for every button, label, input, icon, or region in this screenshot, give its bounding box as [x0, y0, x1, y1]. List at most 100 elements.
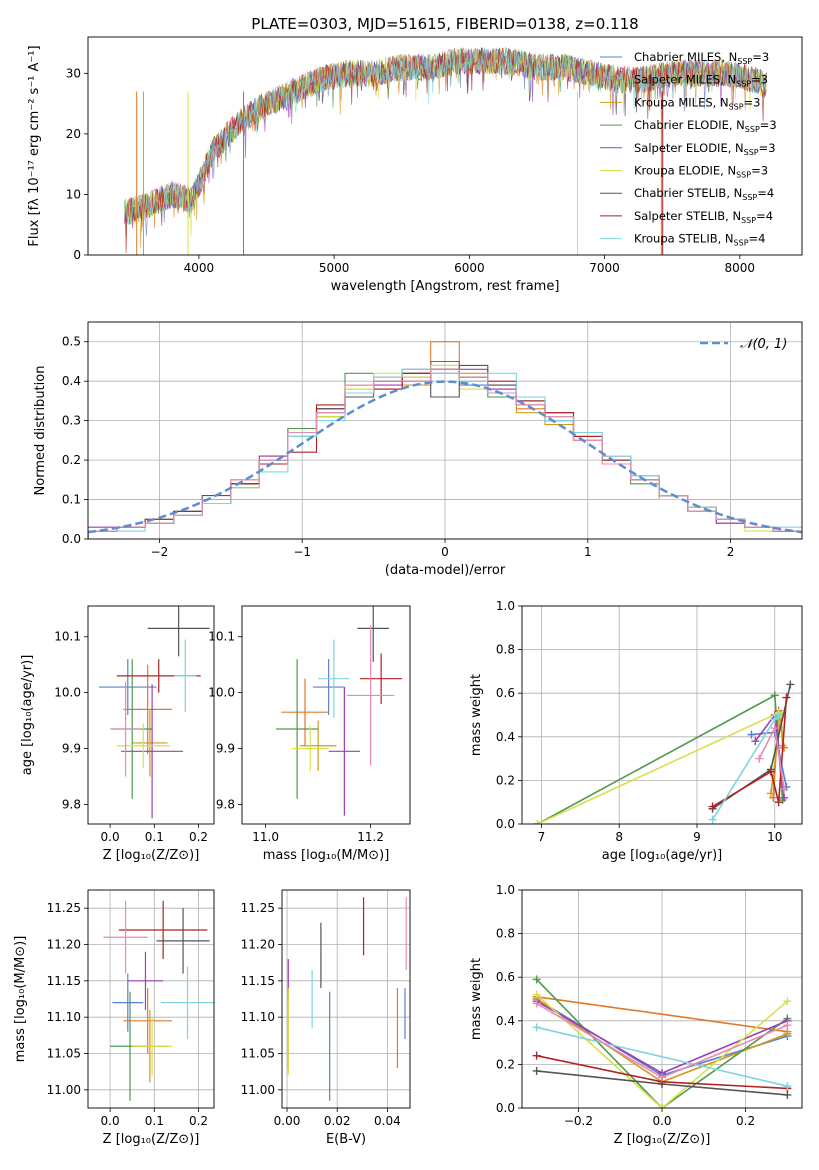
- legend-entry-rest: =4: [756, 209, 773, 223]
- y-tick-label: 0.3: [62, 414, 81, 428]
- legend-entry: Chabrier ELODIE, NSSP=3: [634, 118, 777, 134]
- y-tick-label: 0.1: [62, 493, 81, 507]
- weight-lines: [533, 680, 795, 824]
- weight-marker: [783, 1021, 792, 1030]
- age-vs-mass-panel: 11.0 11.2 9.8 9.9 10.0 10.1 mass [log₁₀(M/M⊙)]: [208, 605, 411, 863]
- y-tick-label: 0.0: [496, 1101, 515, 1115]
- y-tick-label: 1.0: [496, 599, 515, 613]
- y-tick-label: 0.6: [496, 970, 515, 984]
- x-tick-label: 2: [727, 545, 735, 559]
- y-tick-label: 11.25: [241, 901, 275, 915]
- x-axis-label: (data-model)/error: [385, 563, 506, 578]
- weight-marker: [783, 997, 792, 1006]
- weight-vs-metallicity-panel: −0.2 0.0 0.2 0.0 0.2 0.4 0.6 0.8 1.0 Z [log₁₀(Z/Z…: [469, 883, 803, 1147]
- weight-marker: [747, 730, 756, 739]
- weight-marker: [532, 999, 541, 1008]
- weight-marker: [532, 1066, 541, 1075]
- x-axis-label: age [log₁₀(age/yr)]: [602, 848, 723, 863]
- weight-marker: [766, 789, 775, 798]
- y-tick-label: 0.4: [496, 730, 515, 744]
- weight-line: [536, 1026, 788, 1087]
- x-tick-label: 8000: [725, 261, 756, 275]
- legend-entry-rest: =3: [751, 164, 768, 178]
- legend-entry-rest: =3: [760, 118, 777, 132]
- weight-marker: [770, 724, 779, 733]
- y-tick-label: 0.0: [496, 817, 515, 831]
- legend-entry: Chabrier STELIB, NSSP=4: [634, 186, 774, 202]
- legend-entry: 𝒩(0, 1): [740, 337, 787, 352]
- y-axis-label: mass weight: [469, 674, 484, 756]
- x-tick-label: 1: [584, 545, 592, 559]
- legend-subscript: SSP: [745, 125, 760, 134]
- legend-entry-rest: =3: [751, 73, 768, 87]
- weight-line: [536, 994, 788, 1108]
- legend-entry: Salpeter STELIB, NSSP=4: [634, 209, 773, 225]
- spectrum-lines: [124, 46, 767, 255]
- axes-frame: [87, 321, 803, 540]
- axes-frame: [521, 605, 803, 825]
- x-tick-label: 7000: [589, 261, 620, 275]
- figure-title: PLATE=0303, MJD=51615, FIBERID=0138, z=0…: [251, 15, 638, 33]
- y-tick-label: 11.10: [47, 1010, 81, 1024]
- x-tick-label: 0.2: [189, 1114, 208, 1128]
- weight-line: [537, 694, 784, 824]
- x-tick-label: 0.2: [189, 830, 208, 844]
- x-tick-label: 0.02: [324, 1114, 351, 1128]
- weight-marker: [780, 793, 789, 802]
- error-bars: [287, 897, 407, 1101]
- weight-vs-age-panel: 7 8 9 10 0.0 0.2 0.4 0.6 0.8 1.0 age [log₁₀(age/yr…: [469, 599, 803, 863]
- gaussian-curve: [88, 380, 802, 534]
- x-axis-label: mass [log₁₀(M/M⊙)]: [263, 848, 390, 863]
- y-tick-label: 11.20: [241, 938, 275, 952]
- weight-marker: [533, 820, 542, 824]
- x-tick-label: 0.0: [101, 830, 120, 844]
- y-tick-label: 0.4: [62, 374, 81, 388]
- legend-subscript: SSP: [744, 148, 759, 157]
- weight-line: [711, 714, 780, 821]
- x-tick-label: 10: [767, 830, 782, 844]
- x-tick-label: 0.0: [101, 1114, 120, 1128]
- weight-marker: [658, 1104, 666, 1108]
- y-tick-label: 9.9: [62, 742, 81, 756]
- legend-entry: Kroupa ELODIE, NSSP=3: [634, 164, 768, 180]
- y-tick-label: 11.05: [47, 1047, 81, 1061]
- y-tick-label: 11.00: [47, 1083, 81, 1097]
- x-tick-label: 9: [693, 830, 701, 844]
- mass-vs-metallicity-panel: 0.0 0.1 0.2 11.00 11.05 11.10 11.15 11.20 11.25 Z…: [13, 889, 215, 1147]
- axes-frame: [241, 605, 411, 825]
- legend-entry: Kroupa MILES, NSSP=3: [634, 95, 760, 111]
- weight-marker: [658, 1073, 666, 1082]
- y-axis-label: age [log₁₀(age/yr)]: [20, 655, 35, 776]
- legend-entry: Salpeter ELODIE, NSSP=3: [634, 141, 776, 157]
- legend-subscript: SSP: [729, 102, 744, 111]
- legend-subscript: SSP: [736, 171, 751, 180]
- y-tick-label: 0.2: [496, 773, 515, 787]
- histograms: [88, 341, 802, 539]
- spectrum-line: [124, 47, 767, 225]
- legend-entry-rest: =4: [757, 186, 774, 200]
- x-tick-label: 6000: [454, 261, 485, 275]
- legend-subscript: SSP: [742, 193, 757, 202]
- x-tick-label: 8: [615, 830, 623, 844]
- y-tick-label: 20: [66, 127, 81, 141]
- weight-line: [536, 978, 788, 1108]
- y-tick-label: 0.6: [496, 686, 515, 700]
- y-tick-label: 11.10: [241, 1010, 275, 1024]
- y-tick-label: 0.0: [62, 532, 81, 546]
- y-tick-label: 10: [66, 187, 81, 201]
- y-tick-label: 0.4: [496, 1014, 515, 1028]
- y-tick-label: 0.2: [62, 453, 81, 467]
- x-axis-label: Z [log₁₀(Z/Z⊙)]: [614, 1132, 711, 1147]
- y-tick-label: 11.00: [241, 1083, 275, 1097]
- weight-marker: [532, 1023, 541, 1032]
- weight-marker: [532, 1051, 541, 1060]
- x-tick-label: 0.1: [145, 1114, 164, 1128]
- histogram-step: [88, 368, 802, 539]
- weight-marker: [770, 715, 779, 724]
- legend-subscript: SSP: [737, 57, 752, 66]
- y-tick-label: 10.1: [208, 630, 235, 644]
- mass-vs-extinction-panel: 0.00 0.02 0.04 11.00 11.05 11.10 11.15 11.20 11.…: [241, 889, 411, 1147]
- y-tick-label: 10.0: [54, 686, 81, 700]
- y-tick-label: 11.05: [241, 1047, 275, 1061]
